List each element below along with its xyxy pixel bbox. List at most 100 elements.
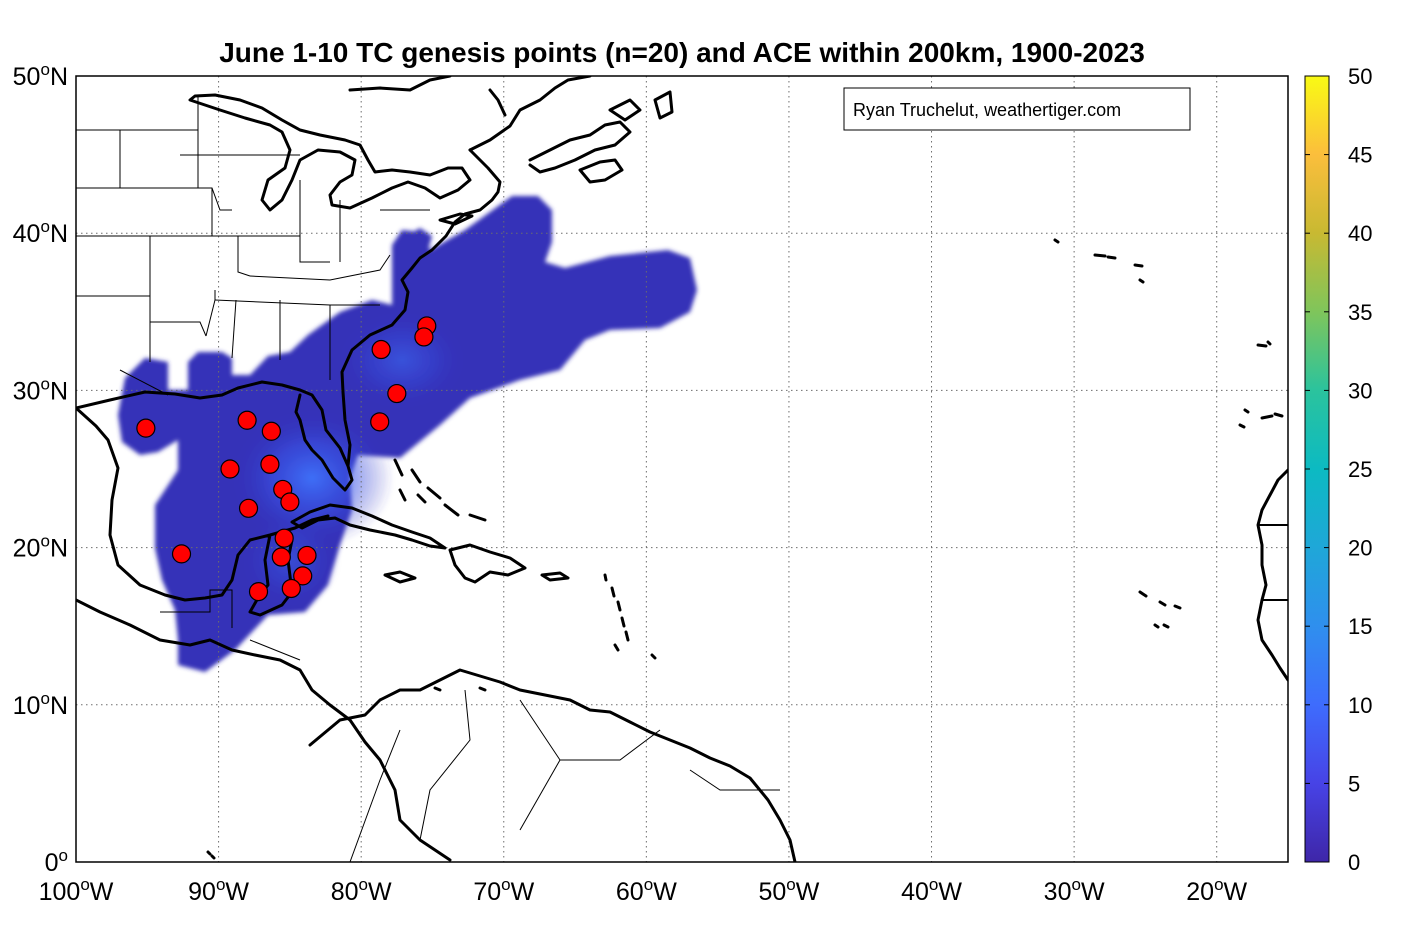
genesis-point bbox=[387, 383, 407, 404]
lat-tick-degrees: 10 bbox=[13, 692, 41, 720]
colorbar-tick-label: 35 bbox=[1348, 300, 1372, 325]
lat-tick-label: 50oN bbox=[13, 60, 68, 91]
coastline-north-america bbox=[76, 148, 502, 862]
lon-tick-hemisphere: W bbox=[938, 878, 962, 906]
lat-tick-hemisphere: N bbox=[50, 220, 68, 248]
degree-symbol: o bbox=[40, 60, 49, 79]
coastlines bbox=[76, 76, 1288, 862]
colorbar-ticks: 0 5 10 15 20 25 30 35 40 45 50 bbox=[1305, 64, 1372, 875]
lon-tick-degrees: 80 bbox=[331, 878, 359, 906]
coastline-bahamas bbox=[393, 458, 487, 522]
longitude-labels: 100oW 90oW 80oW 70oW 60oW 50oW 40oW 30oW 20oW bbox=[39, 875, 1248, 906]
genesis-point bbox=[281, 578, 301, 599]
lon-tick-hemisphere: W bbox=[511, 878, 535, 906]
lat-tick-degrees: 50 bbox=[13, 63, 41, 91]
lon-tick-degrees: 50 bbox=[758, 878, 786, 906]
colorbar-tick-label: 20 bbox=[1348, 536, 1372, 561]
lon-tick-label: 40oW bbox=[901, 875, 962, 906]
coastline-canary-islands bbox=[1238, 340, 1284, 429]
lon-tick-degrees: 70 bbox=[473, 878, 501, 906]
lat-tick-label: 30oN bbox=[13, 374, 68, 405]
degree-symbol: o bbox=[359, 875, 368, 894]
genesis-point bbox=[261, 421, 281, 441]
lat-tick-hemisphere: N bbox=[50, 535, 68, 563]
colorbar-tick-label: 25 bbox=[1348, 457, 1372, 482]
degree-symbol: o bbox=[786, 875, 795, 894]
lon-tick-degrees: 100 bbox=[39, 878, 81, 906]
colorbar-tick-label: 0 bbox=[1348, 850, 1360, 875]
lon-tick-label: 30oW bbox=[1044, 875, 1105, 906]
degree-symbol: o bbox=[40, 374, 49, 393]
genesis-point bbox=[220, 459, 240, 479]
degree-symbol: o bbox=[1071, 875, 1080, 894]
map-frame bbox=[75, 75, 1289, 863]
genesis-point bbox=[248, 582, 269, 602]
degree-symbol: o bbox=[40, 689, 49, 708]
lon-tick-hemisphere: W bbox=[225, 878, 249, 906]
lon-tick-hemisphere: W bbox=[796, 878, 820, 906]
lon-tick-label: 50oW bbox=[758, 875, 819, 906]
genesis-point bbox=[237, 410, 257, 430]
lon-tick-label: 100oW bbox=[39, 875, 114, 906]
lat-tick-label: 20oN bbox=[13, 532, 68, 563]
colorbar-tick-label: 50 bbox=[1348, 64, 1372, 89]
genesis-point bbox=[136, 418, 156, 438]
coastline-south-america bbox=[308, 668, 797, 862]
lon-tick-hemisphere: W bbox=[368, 878, 392, 906]
lat-tick-hemisphere: N bbox=[50, 377, 68, 405]
lon-tick-degrees: 60 bbox=[616, 878, 644, 906]
degree-symbol: o bbox=[40, 217, 49, 236]
genesis-point bbox=[370, 412, 390, 432]
genesis-points bbox=[136, 316, 437, 602]
ace-shading bbox=[118, 196, 697, 672]
colorbar-tick-label: 15 bbox=[1348, 614, 1372, 639]
lon-tick-degrees: 90 bbox=[188, 878, 216, 906]
genesis-point bbox=[414, 327, 434, 347]
degree-symbol: o bbox=[40, 532, 49, 551]
degree-symbol: o bbox=[501, 875, 510, 894]
colorbar: 0 5 10 15 20 25 30 35 40 45 50 bbox=[1304, 64, 1372, 875]
lat-tick-degrees: 20 bbox=[13, 535, 41, 563]
colorbar-tick-label: 5 bbox=[1348, 771, 1360, 796]
coastline-cuba bbox=[290, 503, 447, 550]
lon-tick-label: 60oW bbox=[616, 875, 677, 906]
colorbar-tick-label: 40 bbox=[1348, 221, 1372, 246]
lon-tick-hemisphere: W bbox=[1224, 878, 1248, 906]
lat-tick-degrees: 40 bbox=[13, 220, 41, 248]
coastline-puerto-rico bbox=[540, 571, 570, 582]
genesis-point bbox=[171, 544, 192, 564]
genesis-point bbox=[280, 492, 300, 512]
lat-tick-degrees: 0 bbox=[45, 849, 59, 877]
africa-border bbox=[1257, 524, 1288, 601]
lat-tick-label: 0o bbox=[45, 846, 68, 877]
map-panel: Ryan Truchelut, weathertiger.com bbox=[76, 76, 1288, 862]
lon-tick-label: 20oW bbox=[1186, 875, 1247, 906]
lat-tick-label: 40oN bbox=[13, 217, 68, 248]
lon-tick-label: 70oW bbox=[473, 875, 534, 906]
genesis-point bbox=[371, 339, 391, 360]
lon-tick-degrees: 30 bbox=[1044, 878, 1072, 906]
lat-tick-hemisphere: N bbox=[50, 692, 68, 720]
ace-peak-gulf bbox=[230, 408, 394, 548]
coastline-canada-maritime bbox=[348, 76, 674, 226]
coastline-bermuda bbox=[206, 850, 216, 860]
great-lakes bbox=[188, 93, 472, 212]
genesis-point bbox=[238, 498, 259, 518]
colorbar-tick-label: 30 bbox=[1348, 378, 1372, 403]
lon-tick-degrees: 40 bbox=[901, 878, 929, 906]
lon-tick-label: 80oW bbox=[331, 875, 392, 906]
lat-tick-label: 10oN bbox=[13, 689, 68, 720]
degree-symbol: o bbox=[216, 875, 225, 894]
coastline-lesser-antilles bbox=[433, 573, 657, 692]
degree-symbol: o bbox=[1214, 875, 1223, 894]
degree-symbol: o bbox=[644, 875, 653, 894]
lon-tick-hemisphere: W bbox=[653, 878, 677, 906]
lat-tick-hemisphere: N bbox=[50, 63, 68, 91]
credit-text: Ryan Truchelut, weathertiger.com bbox=[853, 100, 1121, 120]
lon-tick-label: 90oW bbox=[188, 875, 249, 906]
ace-region-ne-lobe bbox=[400, 228, 432, 278]
genesis-point bbox=[271, 547, 291, 567]
coastline-cape-verde bbox=[1138, 590, 1182, 629]
